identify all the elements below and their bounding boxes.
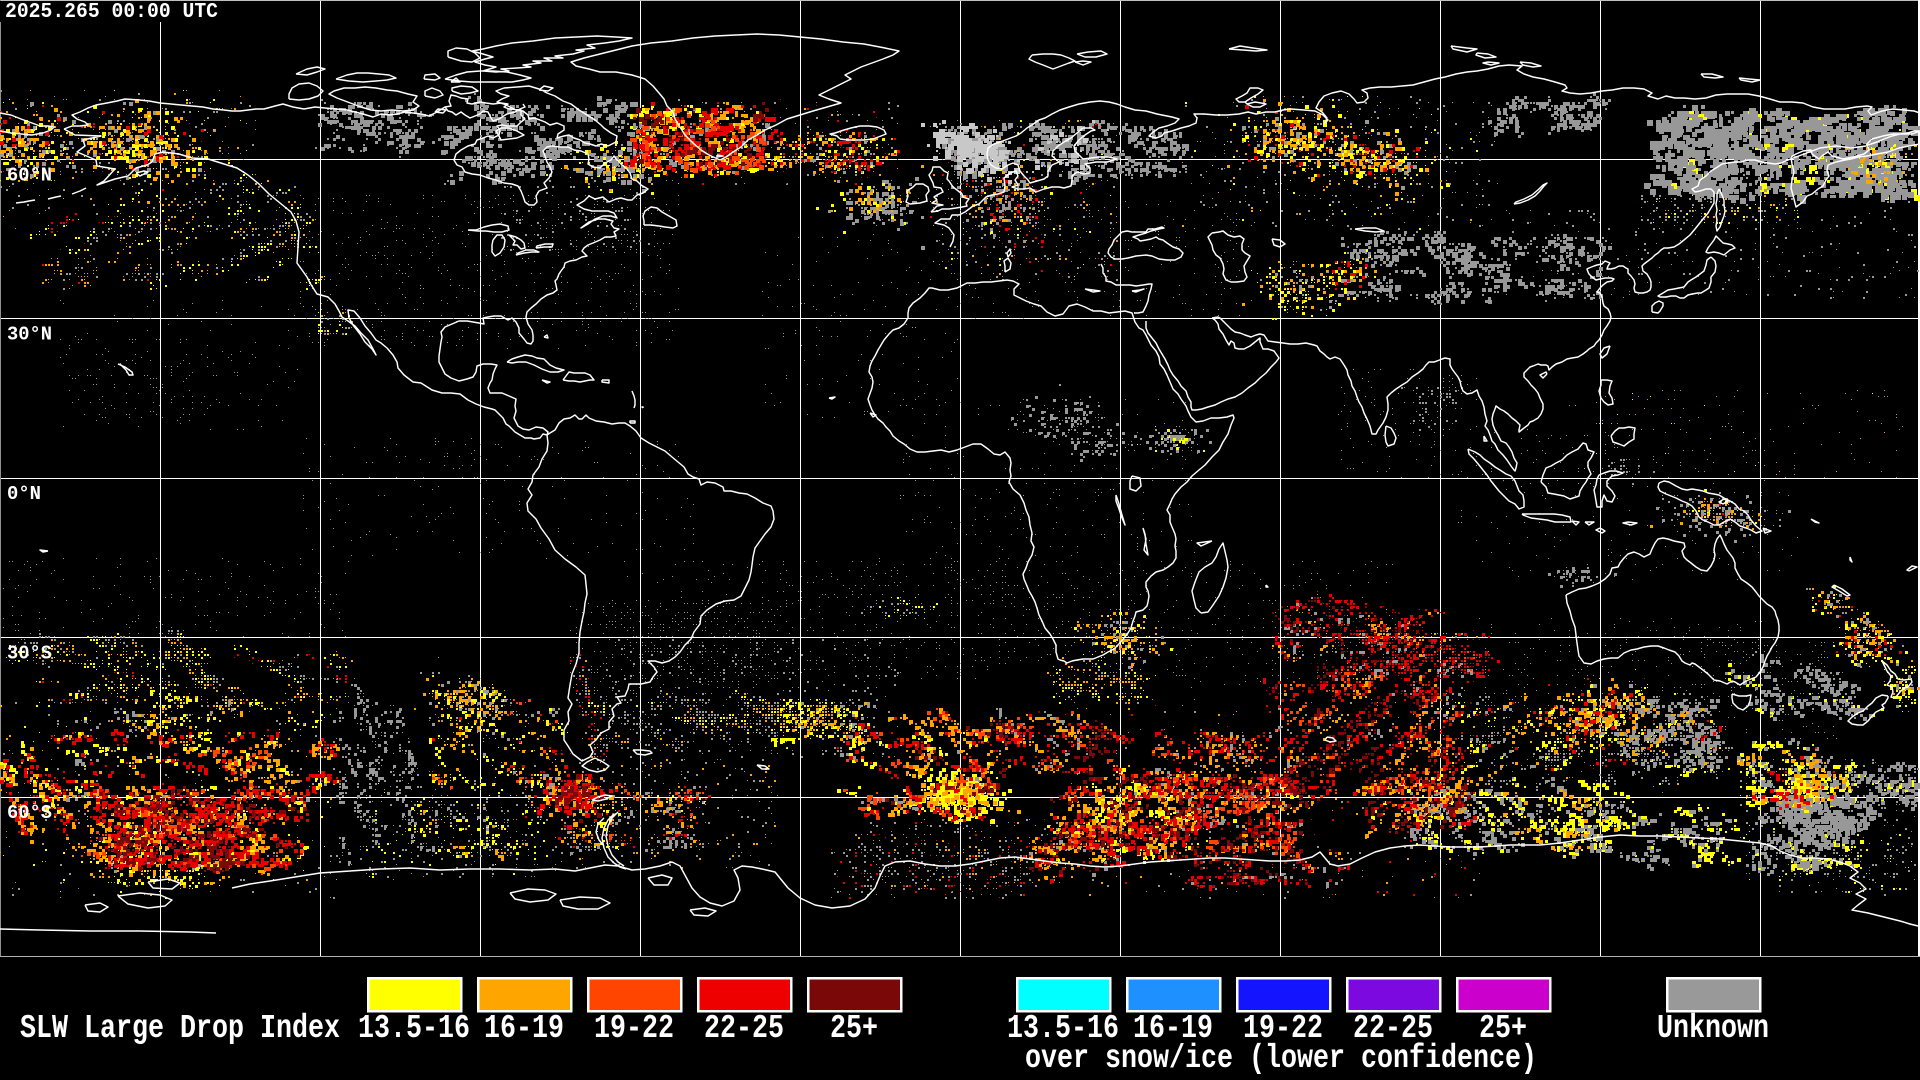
svg-text:SLW Large Drop Index: SLW Large Drop Index	[20, 1010, 340, 1047]
svg-text:30°N: 30°N	[7, 324, 52, 346]
svg-text:16-19: 16-19	[484, 1010, 564, 1047]
svg-text:2025.265 00:00 UTC: 2025.265 00:00 UTC	[5, 1, 218, 24]
svg-text:22-25: 22-25	[704, 1010, 784, 1047]
svg-text:60°N: 60°N	[7, 165, 52, 187]
svg-text:30°S: 30°S	[7, 643, 52, 665]
svg-text:Unknown: Unknown	[1657, 1010, 1769, 1047]
svg-text:13.5-16: 13.5-16	[358, 1010, 470, 1047]
svg-text:19-22: 19-22	[594, 1010, 674, 1047]
svg-text:13.5-16: 13.5-16	[1007, 1010, 1119, 1047]
svg-text:25+: 25+	[830, 1010, 878, 1047]
svg-text:16-19: 16-19	[1133, 1010, 1213, 1047]
svg-text:60°S: 60°S	[7, 802, 52, 824]
svg-text:22-25: 22-25	[1353, 1010, 1433, 1047]
svg-text:0°N: 0°N	[7, 483, 41, 505]
svg-text:over snow/ice (lower confidenc: over snow/ice (lower confidence)	[1025, 1040, 1537, 1077]
svg-text:19-22: 19-22	[1243, 1010, 1323, 1047]
svg-text:25+: 25+	[1479, 1010, 1527, 1047]
